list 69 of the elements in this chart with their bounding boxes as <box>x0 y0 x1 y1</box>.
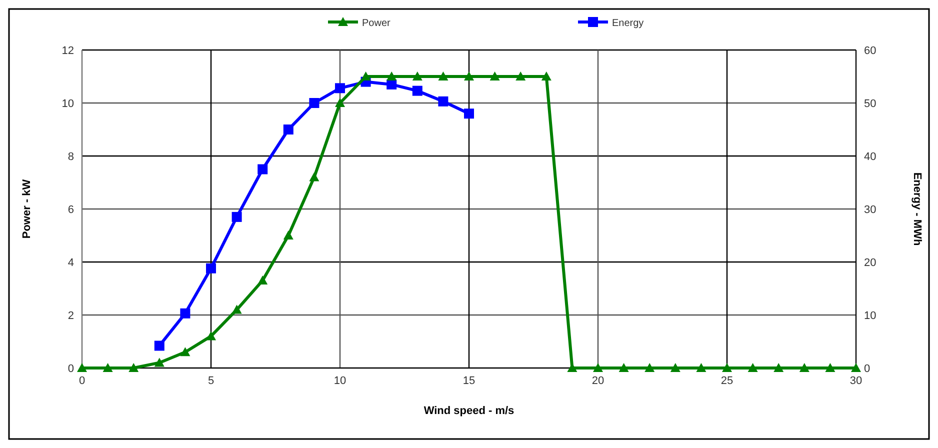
point <box>309 98 320 108</box>
point <box>516 72 526 80</box>
y2-tick-label: 10 <box>864 310 876 322</box>
point <box>154 358 164 367</box>
point <box>258 164 268 174</box>
point <box>541 72 552 80</box>
point <box>180 308 190 318</box>
x-tick-label: 25 <box>720 375 734 387</box>
y-tick-label: 2 <box>68 310 74 322</box>
point <box>618 363 629 372</box>
point <box>644 363 655 372</box>
point <box>386 72 397 80</box>
point <box>283 124 294 134</box>
x-tick-label: 0 <box>78 375 86 387</box>
point <box>386 79 397 90</box>
y2-tick-label: 30 <box>864 204 876 216</box>
point <box>438 72 448 80</box>
point <box>412 86 422 96</box>
y2-tick-label: 50 <box>864 98 876 110</box>
point <box>412 72 422 80</box>
point <box>438 96 448 106</box>
point <box>851 363 861 372</box>
point <box>464 108 474 119</box>
point <box>258 276 268 285</box>
point <box>232 212 242 222</box>
point <box>180 347 190 356</box>
y-axis-title: Power - kW <box>21 178 33 239</box>
point <box>490 72 500 80</box>
x-axis-title: Wind speed - m/s <box>424 405 514 417</box>
y-tick-label: 4 <box>68 257 74 269</box>
y2-axis-title: Energy - MWh <box>911 172 923 246</box>
point <box>206 263 216 274</box>
x-tick-label: 30 <box>850 375 862 387</box>
y2-tick-label: 60 <box>864 45 876 57</box>
point <box>335 98 345 107</box>
x-tick-label: 5 <box>208 375 214 387</box>
y-tick-label: 8 <box>68 151 74 163</box>
point <box>283 230 294 240</box>
point <box>335 83 345 94</box>
y-tick-label: 12 <box>62 45 74 57</box>
y2-tick-label: 20 <box>864 257 876 269</box>
point <box>128 363 139 372</box>
y-tick-label: 6 <box>68 204 74 216</box>
point <box>593 363 603 372</box>
point <box>309 172 320 182</box>
point <box>360 72 371 80</box>
point <box>670 363 680 372</box>
y2-tick-label: 0 <box>864 363 870 375</box>
point <box>825 363 836 372</box>
point <box>774 363 784 372</box>
point <box>748 363 758 372</box>
point <box>799 363 810 372</box>
point <box>464 72 474 80</box>
y-tick-label: 0 <box>68 363 74 375</box>
point <box>102 363 113 372</box>
x-tick-label: 10 <box>334 375 346 387</box>
point <box>567 363 578 372</box>
legend-label: Power <box>362 18 392 29</box>
point <box>154 340 164 351</box>
point <box>232 304 242 314</box>
y-tick-label: 10 <box>62 98 74 110</box>
point <box>206 331 216 340</box>
point <box>696 363 706 372</box>
point <box>722 363 732 372</box>
x-tick-label: 20 <box>592 375 604 387</box>
legend-label: Energy <box>612 18 644 29</box>
y2-tick-label: 40 <box>864 151 876 163</box>
x-tick-label: 15 <box>462 375 476 387</box>
point <box>77 363 87 372</box>
